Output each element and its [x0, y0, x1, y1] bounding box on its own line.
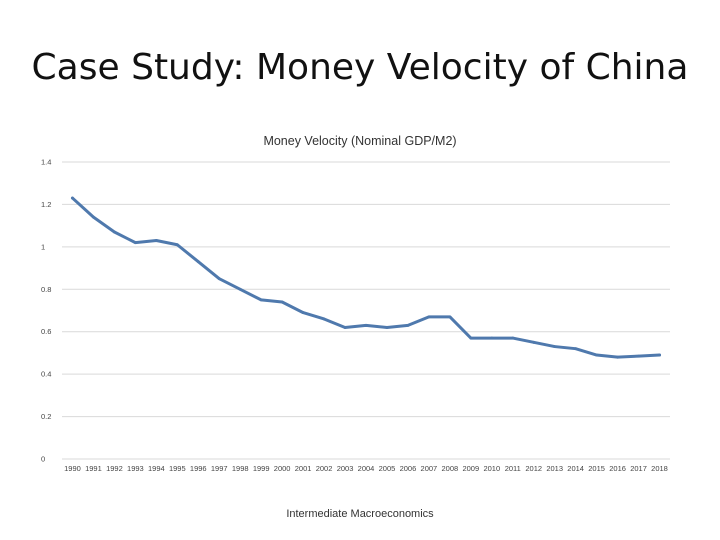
x-tick-label: 1997: [211, 464, 228, 473]
series-line: [70, 196, 662, 359]
data-point: [385, 326, 389, 329]
x-tick-label: 2016: [609, 464, 626, 473]
data-point: [133, 241, 137, 245]
y-tick-label: 0.6: [41, 327, 51, 336]
x-tick-label: 2000: [274, 464, 291, 473]
data-point: [574, 347, 578, 351]
data-point: [113, 230, 116, 234]
data-point: [280, 300, 284, 304]
data-point: [658, 353, 661, 357]
x-tick-label: 1994: [148, 464, 165, 473]
x-tick-label: 2007: [421, 464, 438, 473]
x-tick-label: 2012: [525, 464, 542, 473]
x-tick-label: 2002: [316, 464, 333, 473]
x-tick-label: 2010: [483, 464, 500, 473]
x-tick-label: 1990: [64, 464, 81, 473]
x-tick-label: 1991: [85, 464, 102, 473]
x-tick-label: 2017: [630, 464, 647, 473]
x-tick-label: 1996: [190, 464, 207, 473]
data-point: [92, 215, 95, 219]
data-point: [364, 323, 368, 327]
data-point: [469, 336, 473, 340]
x-tick-label: 2015: [588, 464, 605, 473]
data-point: [595, 353, 599, 357]
data-point: [406, 323, 410, 327]
y-tick-label: 1.4: [41, 158, 51, 167]
data-point: [511, 336, 515, 340]
x-tick-label: 2006: [400, 464, 417, 473]
series-layer: [70, 196, 662, 359]
x-tick-label: 2013: [546, 464, 563, 473]
x-tick-label: 2001: [295, 464, 312, 473]
data-point: [217, 277, 221, 281]
x-tick-label: 2018: [651, 464, 668, 473]
slide-footer: Intermediate Macroeconomics: [286, 508, 434, 520]
data-point: [427, 315, 431, 319]
data-point: [154, 239, 158, 242]
data-point: [175, 243, 179, 247]
y-tick-label: 0.4: [41, 370, 51, 379]
data-point: [616, 355, 619, 359]
x-tick-label: 2005: [379, 464, 396, 473]
x-tick-label: 2004: [358, 464, 375, 473]
data-point: [238, 287, 242, 291]
x-tick-label: 2011: [505, 464, 521, 473]
x-tick-label: 1993: [127, 464, 144, 473]
x-tick-label: 1999: [253, 464, 270, 473]
gridlines: [62, 161, 670, 460]
data-point: [637, 354, 640, 358]
x-tick-label: 2003: [337, 464, 354, 473]
data-point: [322, 317, 326, 321]
x-tick-label: 1992: [106, 464, 123, 473]
x-tick-label: 2014: [567, 464, 584, 473]
data-point: [259, 298, 263, 302]
y-tick-label: 1: [41, 242, 45, 251]
data-point: [301, 311, 305, 315]
x-axis-ticks: 1990 1991 1992 1993 1994 1995 1996 1997 1998 1999…: [64, 464, 668, 473]
data-point: [343, 326, 347, 329]
y-tick-label: 0: [41, 455, 45, 464]
y-tick-label: 0.8: [41, 285, 51, 294]
y-axis-ticks: 0 0.2 0.4 0.6 0.8 1 1.2 1.4: [41, 158, 51, 464]
x-tick-label: 1998: [232, 464, 249, 473]
data-point: [490, 336, 494, 340]
y-tick-label: 1.2: [41, 200, 51, 209]
y-tick-label: 0.2: [41, 412, 51, 421]
x-tick-label: 2009: [462, 464, 479, 473]
data-point: [196, 260, 200, 264]
data-point: [553, 345, 557, 348]
slide-title: Case Study: Money Velocity of China: [31, 47, 689, 88]
data-point: [532, 340, 536, 344]
data-point: [448, 315, 452, 319]
x-tick-label: 2008: [442, 464, 459, 473]
data-point: [71, 196, 74, 200]
x-tick-label: 1995: [169, 464, 186, 473]
chart-title: Money Velocity (Nominal GDP/M2): [263, 134, 457, 148]
